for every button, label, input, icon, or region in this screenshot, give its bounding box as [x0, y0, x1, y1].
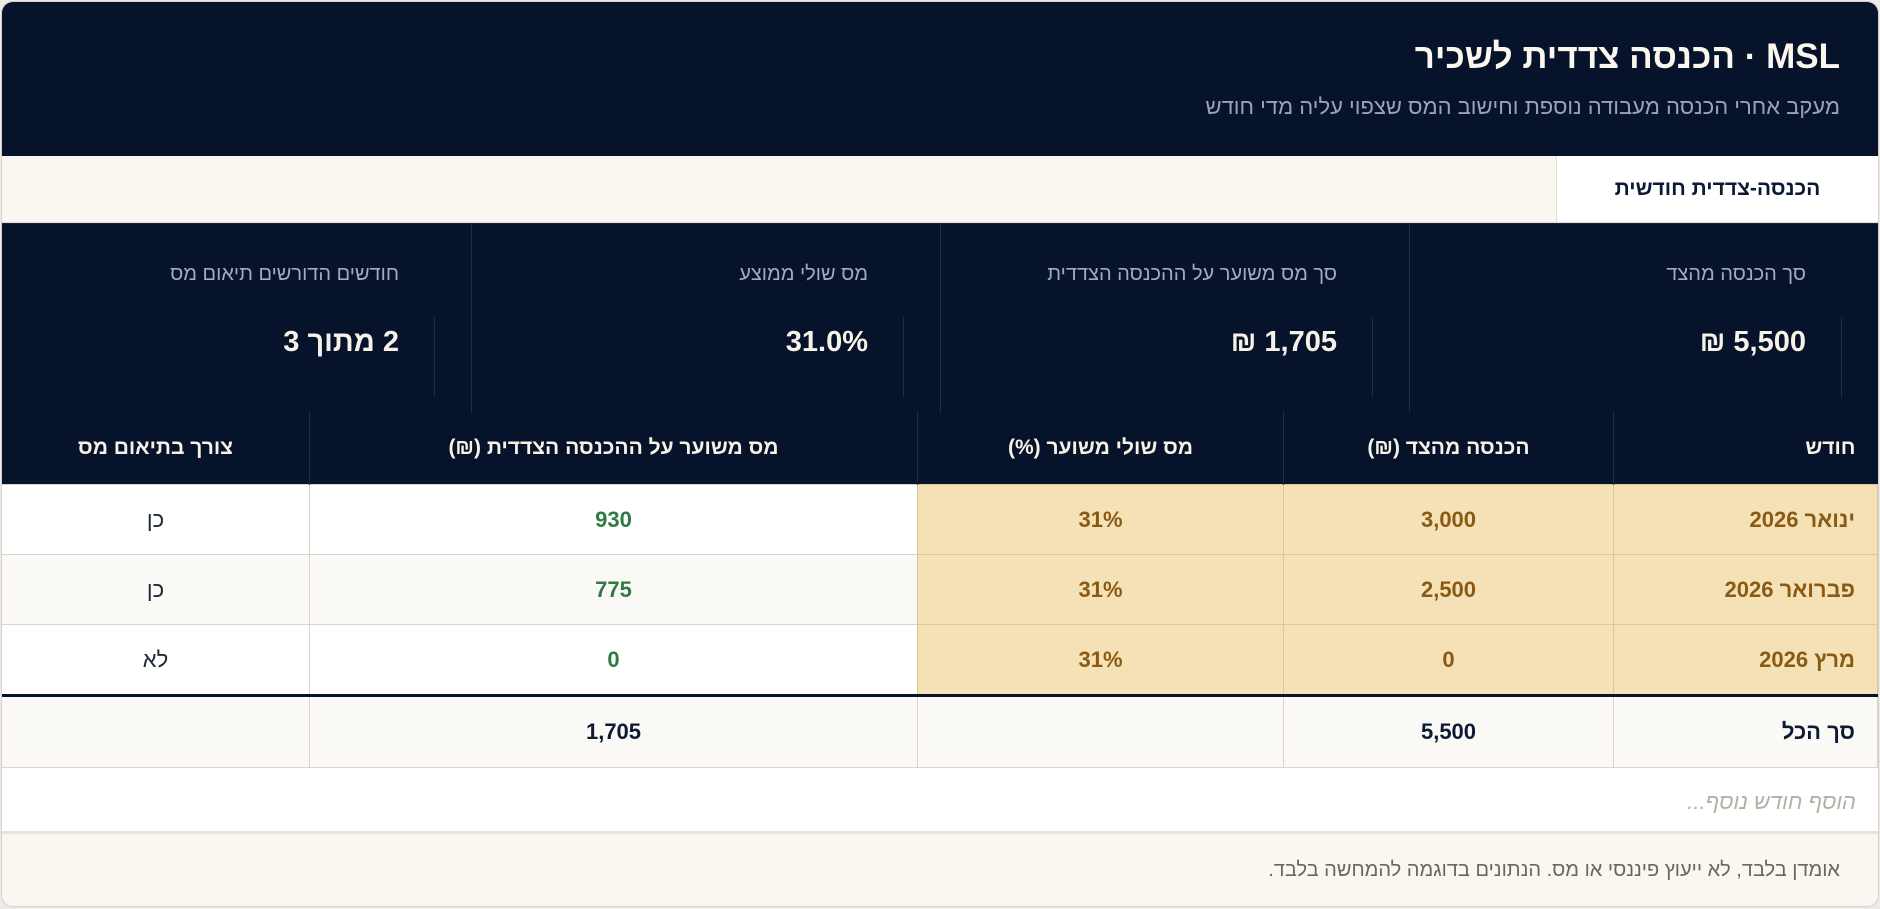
- add-month-input[interactable]: הוסף חודש נוסף...: [2, 768, 1878, 837]
- kpi-label: סך הכנסה מהצד: [1666, 263, 1806, 285]
- column-header-coordination: צורך בתיאום מס: [2, 412, 310, 485]
- header: MSL · הכנסה צדדית לשכיר מעקב אחרי הכנסה …: [2, 2, 1878, 156]
- income-cell[interactable]: 2,500: [1283, 554, 1614, 625]
- column-header-month: חודש: [1613, 412, 1878, 485]
- coordination-cell: לא: [2, 624, 310, 697]
- kpi-divider: [1841, 317, 1842, 397]
- kpi-divider: [903, 317, 904, 397]
- rate-cell[interactable]: 31%: [917, 484, 1284, 555]
- income-cell[interactable]: 3,000: [1283, 484, 1614, 555]
- kpi-strip: סך הכנסה מהצד 5,500 ₪ סך מס משוער על ההכ…: [2, 223, 1878, 412]
- total-coordination: [2, 695, 310, 768]
- column-header-rate: מס שולי משוער (%): [917, 412, 1284, 485]
- kpi-value: 1,705 ₪: [1230, 326, 1337, 358]
- total-row: סך הכל 5,500 1,705: [2, 695, 1878, 768]
- kpi-total-side-income: סך הכנסה מהצד 5,500 ₪: [1409, 224, 1878, 412]
- tax-cell: 0: [309, 624, 918, 697]
- tab-bar: הכנסה-צדדית חודשית: [2, 156, 1878, 223]
- coordination-cell: כן: [2, 484, 310, 555]
- kpi-total-estimated-tax: סך מס משוער על ההכנסה הצדדית 1,705 ₪: [940, 224, 1409, 412]
- coordination-cell: כן: [2, 554, 310, 625]
- tax-cell: 775: [309, 554, 918, 625]
- total-rate: [917, 695, 1284, 768]
- month-cell[interactable]: מרץ 2026: [1613, 624, 1878, 697]
- total-income: 5,500: [1283, 695, 1614, 768]
- kpi-value: 5,500 ₪: [1699, 326, 1806, 358]
- kpi-months-needing-coordination: חודשים הדורשים תיאום מס 2 מתוך 3: [2, 224, 471, 412]
- tab-monthly-side-income[interactable]: הכנסה-צדדית חודשית: [1556, 156, 1878, 222]
- table-row: ינואר 2026 3,000 31% 930 כן: [2, 484, 1878, 555]
- table-header-row: חודש הכנסה מהצד (₪) מס שולי משוער (%) מס…: [2, 412, 1878, 485]
- kpi-average-marginal-tax: מס שולי ממוצע 31.0%: [471, 224, 940, 412]
- month-cell[interactable]: ינואר 2026: [1613, 484, 1878, 555]
- table-row: מרץ 2026 0 31% 0 לא: [2, 624, 1878, 697]
- tax-cell: 930: [309, 484, 918, 555]
- kpi-value: 2 מתוך 3: [283, 326, 399, 358]
- kpi-divider: [1372, 317, 1373, 397]
- disclaimer-footer: אומדן בלבד, לא ייעוץ פיננסי או מס. הנתונ…: [2, 831, 1878, 906]
- month-cell[interactable]: פברואר 2026: [1613, 554, 1878, 625]
- kpi-label: סך מס משוער על ההכנסה הצדדית: [1047, 263, 1337, 285]
- income-table: חודש הכנסה מהצד (₪) מס שולי משוער (%) מס…: [2, 412, 1878, 768]
- column-header-tax: מס משוער על ההכנסה הצדדית (₪): [309, 412, 918, 485]
- kpi-label: חודשים הדורשים תיאום מס: [170, 263, 399, 285]
- kpi-label: מס שולי ממוצע: [739, 263, 868, 285]
- total-label: סך הכל: [1613, 695, 1878, 768]
- income-cell[interactable]: 0: [1283, 624, 1614, 697]
- total-tax: 1,705: [309, 695, 918, 768]
- kpi-divider: [434, 317, 435, 397]
- page-subtitle: מעקב אחרי הכנסה מעבודה נוספת וחישוב המס …: [1205, 94, 1840, 119]
- rate-cell[interactable]: 31%: [917, 554, 1284, 625]
- rate-cell[interactable]: 31%: [917, 624, 1284, 697]
- column-header-income: הכנסה מהצד (₪): [1283, 412, 1614, 485]
- page-title: MSL · הכנסה צדדית לשכיר: [1414, 37, 1840, 76]
- kpi-value: 31.0%: [785, 326, 868, 358]
- table-row: פברואר 2026 2,500 31% 775 כן: [2, 554, 1878, 625]
